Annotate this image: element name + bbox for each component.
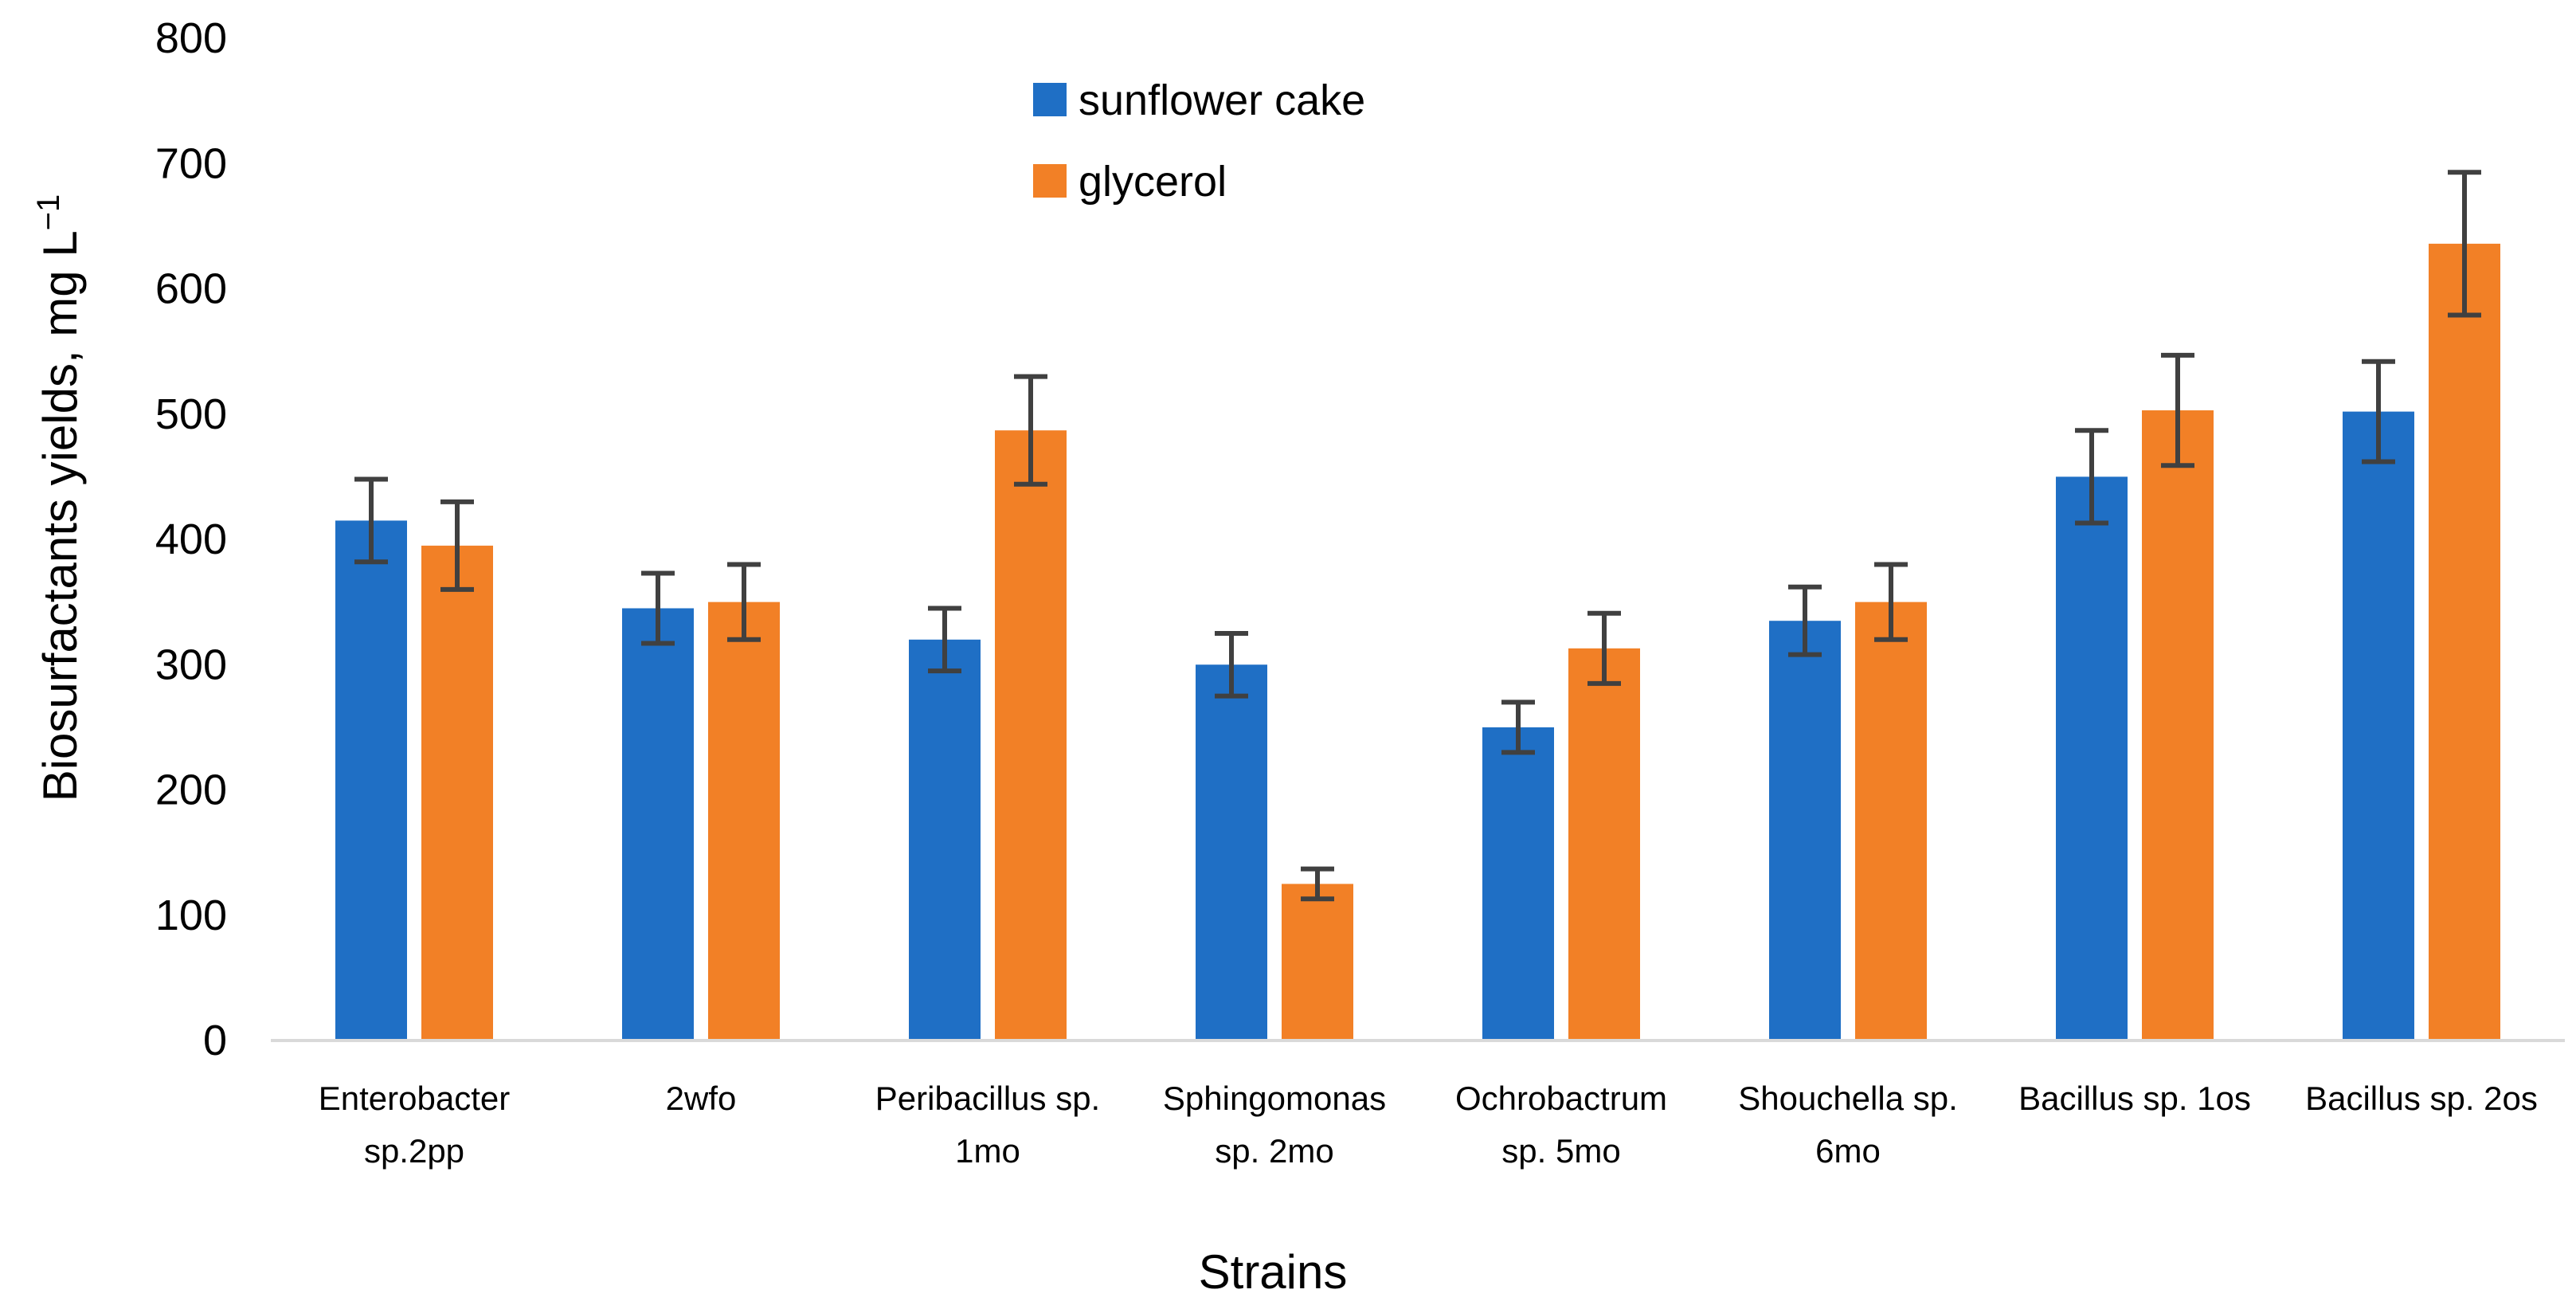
x-category-label-line: Peribacillus sp. — [875, 1080, 1100, 1117]
x-category-label: 2wfo — [666, 1080, 737, 1117]
x-category-label: Peribacillus sp. 1mo — [875, 1080, 1100, 1170]
bar-glycerol-4 — [1568, 648, 1640, 1041]
y-tick-label: 500 — [155, 390, 227, 438]
error-bar-glycerol-3 — [1301, 866, 1334, 902]
x-category-label-line: sp. 5mo — [1501, 1132, 1620, 1170]
legend-swatch — [1033, 83, 1067, 116]
x-category-label-line: Bacillus sp. 1os — [2018, 1080, 2251, 1117]
x-category-label: Shouchella sp. 6mo — [1738, 1080, 1958, 1170]
legend-item-sunflower-cake: sunflower cake — [1033, 76, 1365, 124]
error-bar-sunflower-cake-4 — [1501, 700, 1535, 755]
bar-sunflower-cake-0 — [335, 520, 407, 1041]
y-tick-label: 100 — [155, 892, 227, 939]
bar-sunflower-cake-5 — [1769, 621, 1841, 1041]
x-category-label-line: 6mo — [1815, 1132, 1881, 1170]
bar-sunflower-cake-7 — [2343, 411, 2414, 1041]
x-category-label: Ochrobactrum sp. 5mo — [1455, 1080, 1667, 1170]
error-bar-glycerol-2 — [1014, 374, 1047, 487]
bar-glycerol-0 — [421, 545, 493, 1041]
bar-sunflower-cake-2 — [909, 639, 981, 1041]
x-category-label-line: Shouchella sp. — [1738, 1080, 1958, 1117]
bar-sunflower-cake-3 — [1196, 664, 1267, 1041]
bar-glycerol-7 — [2429, 243, 2500, 1041]
bar-glycerol-5 — [1855, 602, 1927, 1041]
y-tick-label: 800 — [155, 14, 227, 62]
x-category-label-line: Sphingomonas — [1163, 1080, 1386, 1117]
x-axis-title: Strains — [1199, 1245, 1348, 1299]
legend-swatch — [1033, 164, 1067, 198]
y-axis-ticks: 0 100 200 300 400 500 600 700 800 — [155, 14, 227, 1064]
error-bar-glycerol-4 — [1587, 610, 1621, 686]
error-bar-glycerol-5 — [1874, 562, 1908, 642]
y-tick-label: 600 — [155, 265, 227, 313]
x-category-label: Sphingomonas sp. 2mo — [1163, 1080, 1386, 1170]
error-bar-glycerol-7 — [2448, 170, 2481, 318]
y-tick-label: 400 — [155, 515, 227, 563]
x-category-label-line: 1mo — [955, 1132, 1020, 1170]
x-category-label-line: Bacillus sp. 2os — [2305, 1080, 2538, 1117]
error-bar-sunflower-cake-6 — [2075, 428, 2108, 526]
bar-glycerol-3 — [1282, 884, 1353, 1041]
bar-glycerol-6 — [2142, 410, 2214, 1041]
y-tick-label: 700 — [155, 139, 227, 187]
legend: sunflower cake glycerol — [1033, 76, 1365, 206]
error-bar-sunflower-cake-5 — [1788, 584, 1822, 657]
error-bar-sunflower-cake-2 — [928, 606, 961, 674]
y-axis-title-superscript: −1 — [31, 194, 66, 231]
x-category-label-line: Ochrobactrum — [1455, 1080, 1667, 1117]
error-bar-glycerol-0 — [440, 499, 474, 592]
bar-glycerol-1 — [708, 602, 780, 1041]
y-axis-title: Biosurfactants yields, mg L−1 — [31, 194, 87, 802]
error-bar-sunflower-cake-0 — [354, 476, 388, 565]
legend-label: glycerol — [1079, 158, 1227, 206]
error-bar-sunflower-cake-7 — [2362, 359, 2395, 464]
bar-series — [335, 243, 2500, 1041]
x-category-label-line: 2wfo — [666, 1080, 737, 1117]
x-category-label-line: sp. 2mo — [1215, 1132, 1333, 1170]
error-bar-sunflower-cake-1 — [641, 570, 675, 646]
legend-label: sunflower cake — [1079, 76, 1365, 124]
x-category-label: Bacillus sp. 2os — [2305, 1080, 2538, 1117]
bar-sunflower-cake-6 — [2056, 476, 2128, 1041]
error-bars — [354, 170, 2481, 902]
x-category-label: Enterobacter sp.2pp — [319, 1080, 510, 1170]
bar-sunflower-cake-4 — [1482, 727, 1554, 1041]
x-category-label-line: Enterobacter — [319, 1080, 510, 1117]
x-category-label: Bacillus sp. 1os — [2018, 1080, 2251, 1117]
error-bar-glycerol-1 — [727, 562, 761, 642]
bar-sunflower-cake-1 — [622, 608, 694, 1041]
y-tick-label: 200 — [155, 766, 227, 814]
error-bar-sunflower-cake-3 — [1215, 630, 1248, 699]
error-bar-glycerol-6 — [2161, 352, 2194, 468]
y-tick-label: 300 — [155, 641, 227, 688]
x-axis-category-labels: Enterobacter sp.2pp 2wfo Peribacillus sp. 1m… — [319, 1080, 2538, 1170]
y-tick-label: 0 — [203, 1017, 227, 1064]
legend-item-glycerol: glycerol — [1033, 158, 1227, 206]
x-category-label-line: sp.2pp — [364, 1132, 464, 1170]
bar-glycerol-2 — [995, 430, 1067, 1041]
y-axis-title-text: Biosurfactants yields, mg L — [33, 230, 87, 801]
